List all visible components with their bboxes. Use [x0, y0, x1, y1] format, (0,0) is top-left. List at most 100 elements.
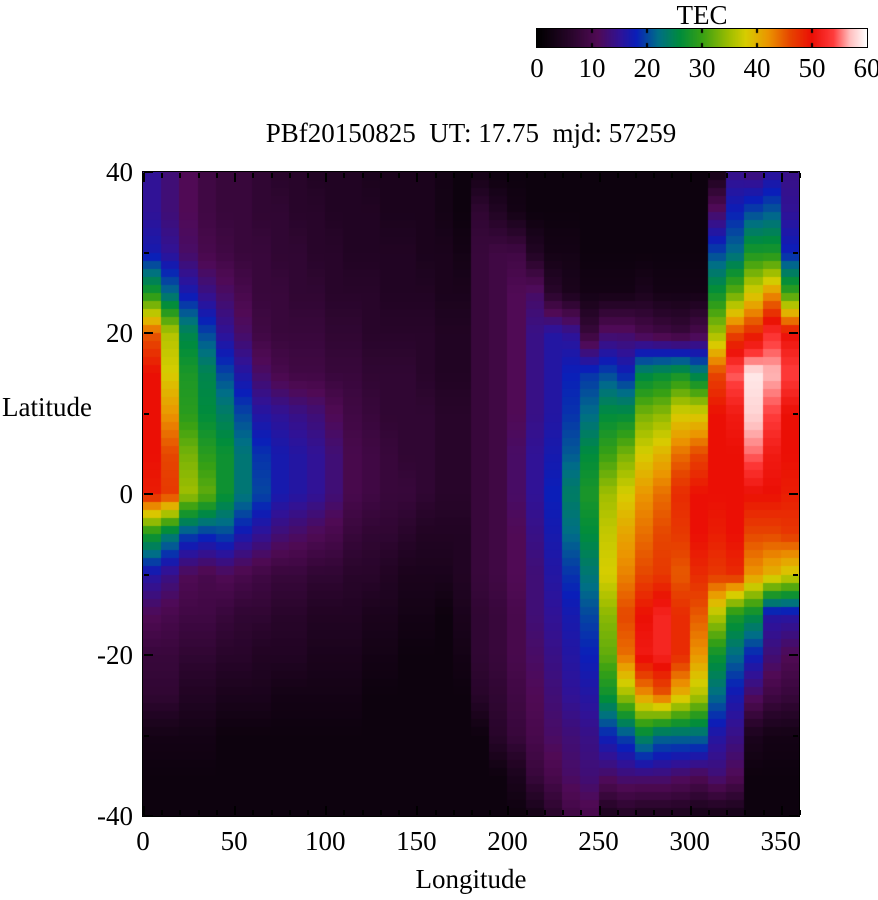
- tick-mark: [744, 810, 746, 815]
- y-tick-label: -40: [97, 801, 133, 831]
- tick-mark: [507, 806, 509, 815]
- colorbar-gradient: [537, 29, 867, 47]
- tick-mark: [789, 332, 798, 334]
- tick-mark: [144, 171, 153, 173]
- tick-mark: [671, 810, 673, 815]
- y-axis-label: Latitude: [2, 392, 92, 422]
- tick-mark: [580, 810, 582, 815]
- tick-mark: [789, 654, 798, 656]
- tick-mark: [763, 810, 765, 815]
- tick-mark: [144, 252, 149, 254]
- tick-mark: [671, 173, 673, 178]
- tick-mark: [726, 173, 728, 178]
- tick-mark: [793, 252, 798, 254]
- tick-mark: [781, 173, 783, 182]
- tick-mark: [289, 810, 291, 815]
- tick-mark: [343, 810, 345, 815]
- colorbar-tick-label: 50: [798, 53, 826, 83]
- tick-mark: [161, 810, 163, 815]
- tick-mark: [507, 173, 509, 182]
- tick-mark: [544, 173, 546, 178]
- colorbar-tick-label: 0: [530, 53, 544, 83]
- tick-mark: [617, 173, 619, 178]
- tick-mark: [144, 332, 153, 334]
- colorbar-tick-label: 30: [688, 53, 716, 83]
- tick-mark: [708, 810, 710, 815]
- tick-mark: [617, 810, 619, 815]
- tick-mark: [380, 173, 382, 178]
- tick-mark: [143, 806, 145, 815]
- tick-mark: [161, 173, 163, 178]
- x-tick-label: 100: [304, 826, 346, 856]
- plot-title: PBf20150825 UT: 17.75 mjd: 57259: [265, 118, 677, 148]
- tick-mark: [471, 810, 473, 815]
- tick-mark: [144, 493, 153, 495]
- tick-mark: [216, 810, 218, 815]
- tick-mark: [453, 173, 455, 178]
- tick-mark: [144, 654, 153, 656]
- x-tick-label: 50: [220, 826, 248, 856]
- tick-mark: [799, 810, 801, 815]
- colorbar: [536, 28, 868, 48]
- tick-mark: [362, 810, 364, 815]
- tick-mark: [362, 173, 364, 178]
- tick-mark: [179, 173, 181, 178]
- tick-mark: [789, 815, 798, 817]
- tick-mark: [489, 810, 491, 815]
- tick-mark: [781, 806, 783, 815]
- tick-mark: [526, 173, 528, 178]
- tick-mark: [744, 173, 746, 178]
- tick-mark: [325, 173, 327, 182]
- tick-mark: [635, 810, 637, 815]
- tick-mark: [599, 806, 601, 815]
- tick-mark: [216, 173, 218, 178]
- tick-mark: [690, 173, 692, 182]
- tick-mark: [343, 173, 345, 178]
- heatmap-plot-area: [142, 171, 800, 817]
- tick-mark: [635, 173, 637, 178]
- colorbar-title: TEC: [676, 0, 728, 30]
- tick-mark: [435, 810, 437, 815]
- colorbar-tick-label: 60: [853, 53, 878, 83]
- tick-mark: [562, 173, 564, 178]
- tick-mark: [544, 810, 546, 815]
- tick-mark: [198, 810, 200, 815]
- tick-mark: [179, 810, 181, 815]
- x-tick-label: 250: [578, 826, 619, 856]
- tick-mark: [289, 173, 291, 178]
- tick-mark: [198, 173, 200, 178]
- tick-mark: [580, 173, 582, 178]
- tick-mark: [398, 810, 400, 815]
- tick-mark: [143, 173, 145, 182]
- x-axis-label: Longitude: [415, 864, 527, 894]
- tick-mark: [307, 173, 309, 178]
- tick-mark: [471, 173, 473, 178]
- tick-mark: [793, 735, 798, 737]
- x-tick-label: 150: [396, 826, 437, 856]
- colorbar-tick-labels: 0 10 20 30 40 50 60: [530, 53, 878, 83]
- tick-mark: [307, 810, 309, 815]
- tick-mark: [416, 173, 418, 182]
- tick-mark: [398, 173, 400, 178]
- tick-mark: [653, 810, 655, 815]
- tick-mark: [789, 493, 798, 495]
- tick-mark: [144, 815, 153, 817]
- heatmap-canvas: [143, 172, 799, 816]
- tick-mark: [416, 806, 418, 815]
- y-tick-label: -20: [97, 640, 133, 670]
- tick-mark: [252, 173, 254, 178]
- tick-mark: [799, 173, 801, 178]
- tick-mark: [271, 173, 273, 178]
- tick-mark: [234, 806, 236, 815]
- tick-mark: [793, 574, 798, 576]
- tick-mark: [763, 173, 765, 178]
- tick-mark: [325, 806, 327, 815]
- tick-mark: [526, 810, 528, 815]
- tick-mark: [489, 173, 491, 178]
- colorbar-tick-label: 20: [633, 53, 661, 83]
- y-tick-label: 20: [106, 318, 133, 348]
- tick-mark: [453, 810, 455, 815]
- colorbar-tick-label: 40: [743, 53, 771, 83]
- tick-mark: [599, 173, 601, 182]
